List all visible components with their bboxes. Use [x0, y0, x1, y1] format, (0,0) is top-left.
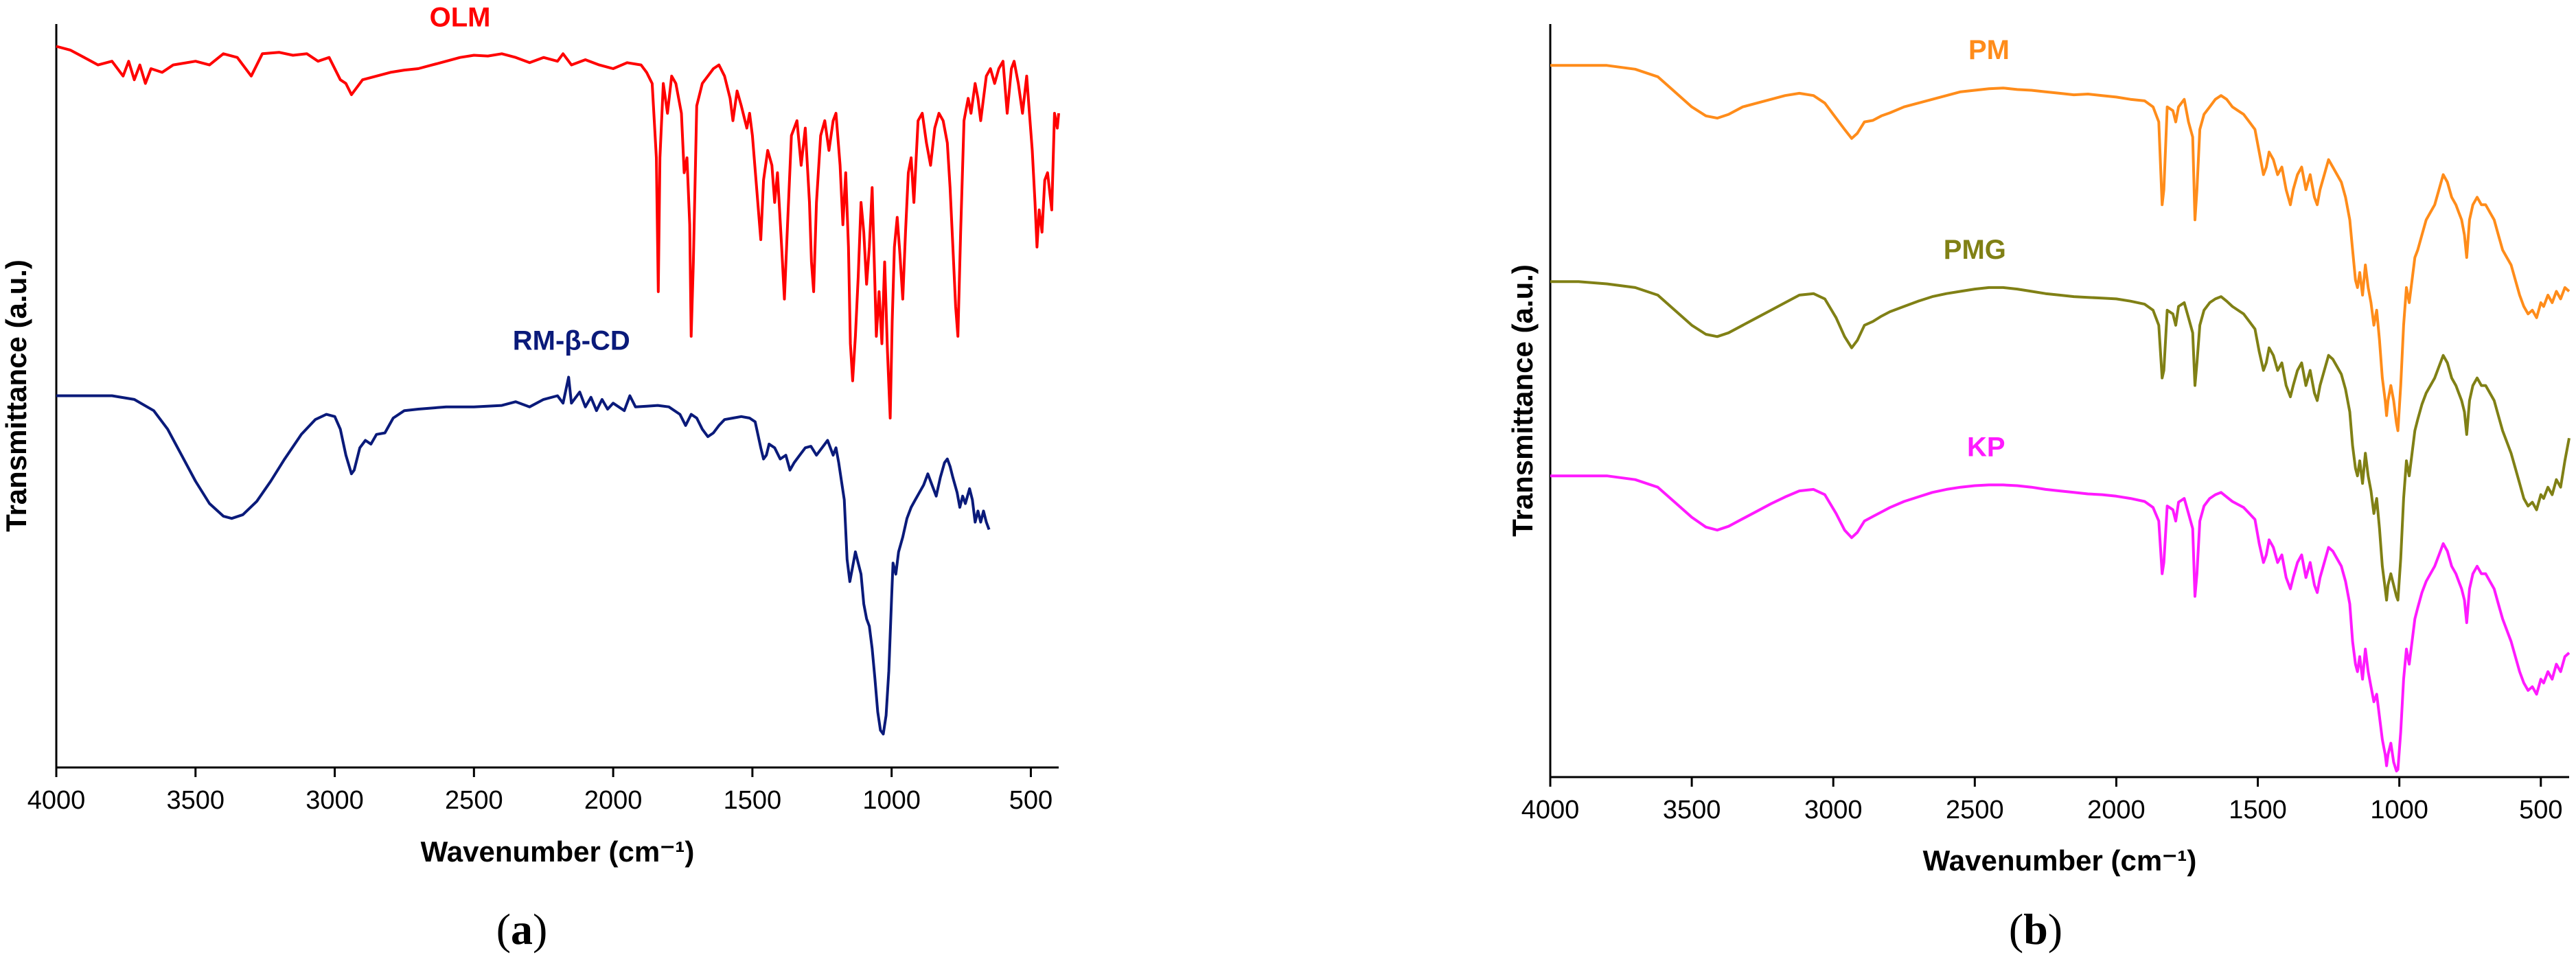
series-label-1: OLM: [430, 2, 491, 32]
x-tick-label: 1000: [862, 786, 921, 815]
y-axis-title: Transmittance (a.u.): [0, 259, 32, 532]
x-tick-label: 1500: [724, 786, 782, 815]
y-axis-title: Transmittance (a.u.): [1506, 264, 1539, 537]
x-axis-title: Wavenumber (cm⁻¹): [421, 835, 695, 868]
series-line-2: [1550, 280, 2571, 602]
x-tick-label: 2000: [2087, 796, 2146, 824]
panel-label-letter: a: [511, 905, 533, 954]
panel-b: 4000 3500 3000 2500 2000 1500 1000 500 Wavenumbe…: [1506, 24, 2571, 954]
x-tick-label: 500: [1009, 786, 1053, 815]
series-label-1: PM: [1968, 35, 2010, 65]
panel-label: (a): [496, 905, 548, 954]
panel-label-letter: b: [2023, 905, 2048, 954]
panel-label-close: ): [533, 905, 547, 954]
x-tick-label: 3500: [1663, 796, 1721, 824]
series-line-2: [56, 375, 991, 736]
x-tick-label: 1000: [2370, 796, 2428, 824]
x-tick-label: 3500: [167, 786, 225, 815]
series-label-3: KP: [1967, 432, 2005, 462]
x-tick-label: 2000: [584, 786, 643, 815]
series-label-2: RM-β-CD: [513, 325, 630, 356]
panel-a: 4000 3500 3000 2500 2000 1500 1000 500 Wavenumbe…: [0, 2, 1060, 954]
x-tick-label: 4000: [27, 786, 86, 815]
panel-label-open: (: [2009, 905, 2023, 954]
series-label-2: PMG: [1944, 235, 2006, 265]
panel-label-open: (: [496, 905, 511, 954]
series-line-1: [1550, 64, 2571, 432]
series-line-3: [1550, 474, 2571, 773]
x-tick-label: 2500: [1946, 796, 2004, 824]
panel-label-close: ): [2048, 905, 2062, 954]
x-tick-label: 1500: [2229, 796, 2287, 824]
x-tick-label: 500: [2519, 796, 2562, 824]
series-line-1: [56, 45, 1060, 419]
x-tick-label: 4000: [1521, 796, 1580, 824]
x-tick-label: 2500: [445, 786, 503, 815]
panel-label: (b): [2009, 905, 2062, 954]
x-axis-title: Wavenumber (cm⁻¹): [1923, 844, 2197, 877]
x-tick-label: 3000: [306, 786, 364, 815]
x-tick-label: 3000: [1804, 796, 1863, 824]
